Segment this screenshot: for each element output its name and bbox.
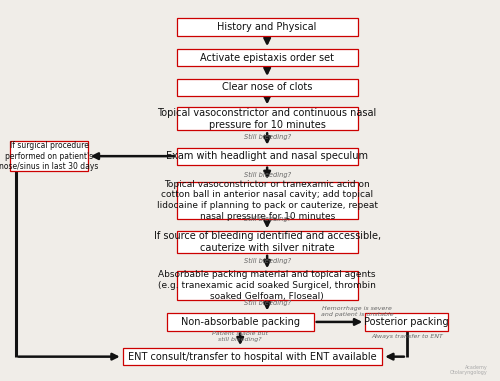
Text: Patient stable but
still bleeding?: Patient stable but still bleeding? [212,331,268,342]
Text: Posterior packing: Posterior packing [364,317,449,327]
Text: Absorbable packing material and topical agents
(e.g. tranexamic acid soaked Surg: Absorbable packing material and topical … [158,270,376,301]
Text: Non-absorbable packing: Non-absorbable packing [180,317,300,327]
FancyBboxPatch shape [176,79,358,96]
FancyBboxPatch shape [166,313,314,330]
Text: History and Physical: History and Physical [218,22,317,32]
FancyBboxPatch shape [176,107,358,130]
FancyBboxPatch shape [176,271,358,299]
FancyBboxPatch shape [176,182,358,219]
FancyBboxPatch shape [176,147,358,165]
Text: Activate epistaxis order set: Activate epistaxis order set [200,53,334,62]
FancyBboxPatch shape [122,348,382,365]
Text: ENT consult/transfer to hospital with ENT available: ENT consult/transfer to hospital with EN… [128,352,377,362]
Text: If surgical procedure
performed on patient's
nose/sinus in last 30 days: If surgical procedure performed on patie… [0,141,99,171]
Text: Still bleeding?: Still bleeding? [244,258,290,264]
Text: Hemorrhage is severe
and patient is unstable: Hemorrhage is severe and patient is unst… [320,306,393,317]
FancyBboxPatch shape [176,18,358,36]
FancyBboxPatch shape [176,231,358,253]
Text: Exam with headlight and nasal speculum: Exam with headlight and nasal speculum [166,151,368,161]
Text: Clear nose of clots: Clear nose of clots [222,82,312,93]
Text: Topical vasoconstrictor and continuous nasal
pressure for 10 minutes: Topical vasoconstrictor and continuous n… [158,108,377,130]
FancyBboxPatch shape [176,49,358,66]
FancyBboxPatch shape [10,141,88,171]
Text: If source of bleeding identified and accessible,
cauterize with silver nitrate: If source of bleeding identified and acc… [154,231,380,253]
Text: Topical vasoconstrictor or tranexamic acid on
cotton ball in anterior nasal cavi: Topical vasoconstrictor or tranexamic ac… [156,179,378,221]
Text: Still bleeding?: Still bleeding? [244,134,290,140]
Text: Academy
Otolaryngology: Academy Otolaryngology [450,365,488,375]
Text: Still bleeding?: Still bleeding? [244,216,290,222]
Text: Still bleeding?: Still bleeding? [244,300,290,306]
FancyBboxPatch shape [365,313,448,330]
Text: Still bleeding?: Still bleeding? [244,172,290,178]
Text: Always transfer to ENT: Always transfer to ENT [371,335,442,339]
